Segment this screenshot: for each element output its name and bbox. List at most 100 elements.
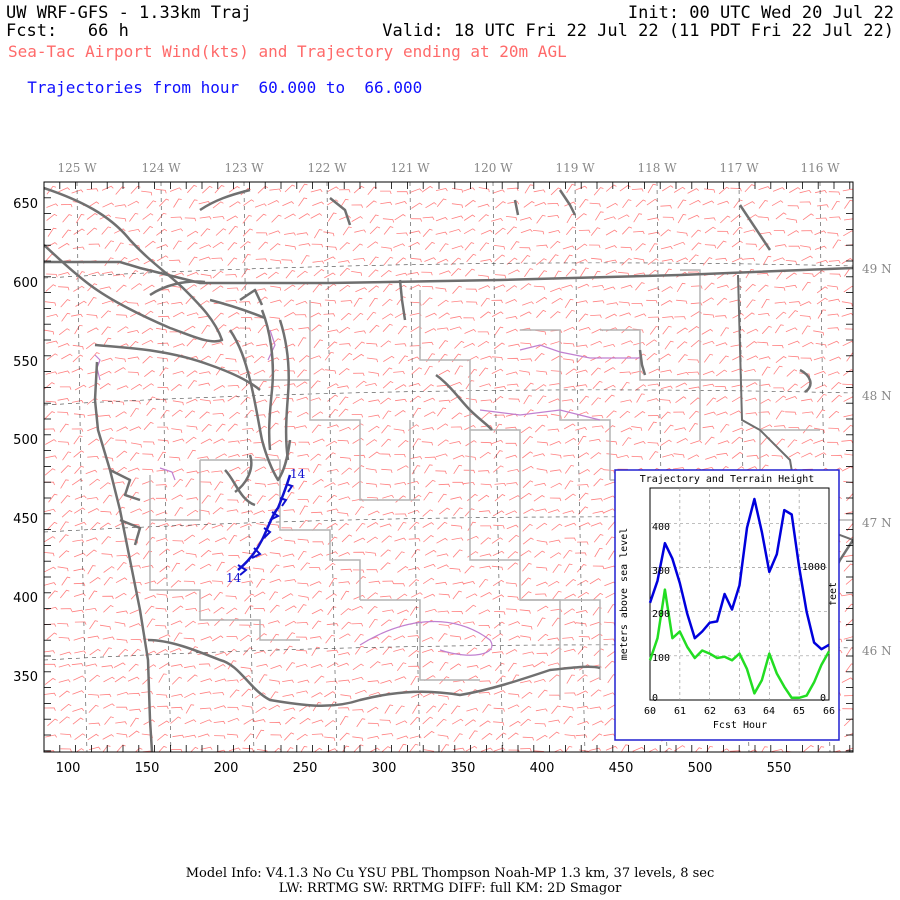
wind-barb [689, 410, 699, 419]
wind-barb [187, 380, 198, 389]
wind-barb [466, 707, 479, 712]
wind-barb [451, 300, 464, 304]
wind-barb [297, 604, 307, 614]
wind-barb [563, 409, 574, 419]
wind-barb [71, 400, 84, 404]
wind-barb [673, 745, 686, 752]
wind-barb [744, 184, 755, 193]
wind-barb [368, 451, 380, 459]
wind-barb [269, 578, 282, 583]
wind-barb [410, 326, 422, 333]
wind-barb [479, 680, 492, 684]
wind-barb [689, 397, 701, 405]
wind-barb [383, 256, 394, 266]
wind-barb [114, 367, 126, 373]
wind-barb [495, 732, 507, 740]
wind-barb [843, 424, 853, 433]
wind-barb [253, 369, 266, 375]
wind-barb [46, 203, 59, 208]
wind-barb [379, 453, 391, 458]
wind-barb [451, 611, 464, 615]
wind-barb [311, 733, 324, 737]
wind-barb [143, 226, 153, 235]
wind-barb [673, 453, 685, 458]
wind-barb [706, 397, 717, 406]
wind-barb [283, 370, 296, 374]
wind-barb [242, 342, 254, 347]
wind-barb [563, 358, 575, 364]
wind-barb [785, 272, 797, 280]
wind-barb [731, 451, 743, 459]
wind-barb [229, 339, 241, 347]
wind-barb [553, 748, 563, 752]
wind-barb [342, 745, 350, 752]
wind-barb [130, 717, 139, 727]
wind-barb [786, 218, 798, 224]
wind-barb [631, 303, 643, 307]
wind-barb [452, 549, 463, 558]
wind-barb [353, 454, 366, 459]
wind-barb [746, 328, 759, 334]
wind-barb [117, 326, 129, 333]
wind-barb [505, 510, 518, 516]
wind-barb [436, 553, 449, 557]
wind-barb [201, 325, 211, 335]
wind-barb [156, 537, 168, 542]
wind-barb [423, 384, 434, 392]
x-tick-label-200: 200 [214, 761, 239, 776]
wind-barb [841, 593, 853, 597]
wind-barb [578, 313, 589, 322]
wind-barb [338, 189, 351, 193]
wind-barb [563, 326, 576, 332]
wind-barb [451, 537, 464, 541]
longitude-labels: 125 W 124 W 123 W 122 W 121 W 120 W 119 … [57, 161, 840, 175]
wind-barb [156, 577, 168, 585]
wind-barb [407, 356, 420, 362]
wind-barb [310, 664, 323, 668]
inset-y-tick-200: 200 [652, 609, 670, 620]
wind-barb [128, 244, 140, 249]
wind-barb [438, 593, 450, 598]
wind-barb [270, 259, 282, 264]
wind-barb [506, 371, 518, 375]
wind-barb [393, 243, 405, 248]
wind-barb [227, 384, 240, 389]
wind-barb [649, 325, 660, 335]
wind-barb [311, 324, 322, 332]
wind-barb [732, 355, 744, 361]
wind-barb [45, 734, 58, 738]
wind-barb [435, 188, 448, 192]
wind-barb [814, 370, 826, 376]
wind-barb [620, 427, 633, 433]
wind-barb [184, 563, 196, 571]
wind-barb [520, 283, 532, 290]
wind-barb [268, 704, 281, 711]
wind-barb [270, 299, 282, 304]
wind-barb [226, 733, 239, 739]
wind-barb [199, 719, 212, 724]
wind-barb [547, 202, 560, 207]
wind-barb [841, 258, 853, 265]
wind-barb [327, 199, 339, 206]
wind-barb [687, 188, 699, 194]
wind-barb [507, 357, 519, 362]
wind-barb [212, 552, 224, 556]
wind-barb [268, 493, 279, 501]
wind-barb [843, 218, 853, 221]
wind-barb [480, 425, 493, 429]
wind-barb [113, 662, 126, 668]
wind-barb [72, 344, 84, 350]
wind-barb [478, 609, 491, 615]
wind-barb [520, 748, 532, 752]
wind-barb [551, 297, 563, 304]
wind-barb [339, 343, 351, 347]
wind-barb [71, 189, 84, 194]
traj-to-word: to [325, 78, 346, 97]
wind-barb [452, 481, 464, 486]
wind-barb [480, 441, 493, 446]
wind-barb [380, 201, 393, 205]
wind-barb [421, 636, 434, 642]
wind-barb [676, 438, 689, 444]
wind-barb [841, 312, 853, 317]
wind-barb [130, 442, 142, 448]
